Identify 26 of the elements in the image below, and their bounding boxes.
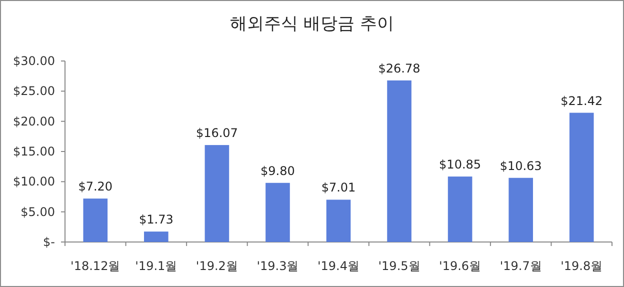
data-label: $1.73 [138,212,174,227]
x-tick-label: '19.7월 [500,259,542,273]
data-label: $9.80 [260,164,295,178]
x-tick-label: '19.2월 [196,259,238,273]
data-label: $7.01 [321,180,356,195]
title: 해외주식 배당금 추이 [230,14,394,34]
y-tick-label: $30.00 [13,54,55,68]
data-label: $21.42 [560,94,603,108]
data-label: $7.20 [78,180,113,194]
y-tick-label: $5.00 [20,204,55,219]
y-tick-label: $10.00 [13,174,55,189]
x-tick-label: '19.5월 [378,259,420,273]
y-tick-label: $25.00 [13,84,55,98]
data-label: $10.85 [439,158,482,172]
x-tick-label: '19.1월 [135,259,178,273]
x-tick-label: '19.4월 [317,259,360,273]
y-tick-label: $15.00 [13,144,55,158]
y-tick-label: $20.00 [13,114,55,128]
x-tick-label: '18.12월 [70,259,120,273]
y-tick-label: $- [43,235,55,249]
data-label: $26.78 [378,61,420,76]
data-label: $10.63 [500,158,542,173]
data-label: $16.07 [196,126,238,140]
x-tick-label: '19.8월 [560,259,603,273]
x-tick-label: '19.3월 [256,259,299,273]
x-tick-label: '19.6월 [439,259,482,273]
